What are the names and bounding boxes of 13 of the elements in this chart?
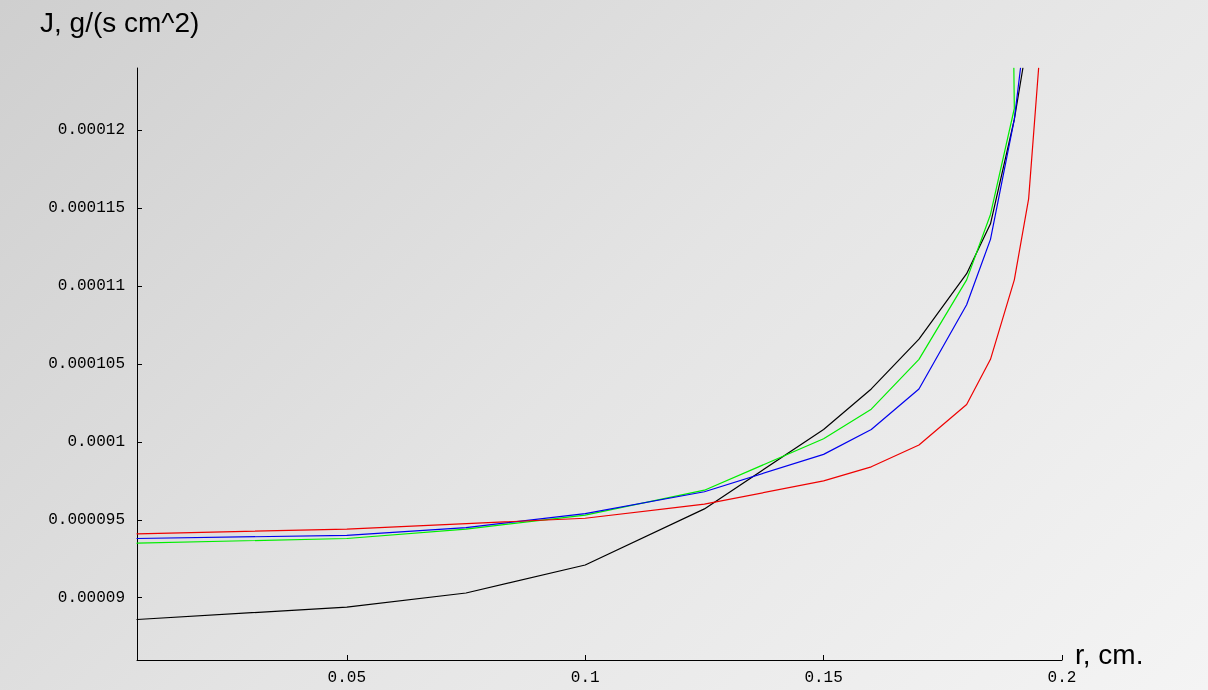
- y-tick-label: 0.00012: [57, 121, 125, 140]
- y-tick-label: 0.000115: [48, 199, 125, 218]
- y-tick-label: 0.000095: [48, 510, 125, 529]
- x-tick-label: 0.1: [570, 669, 600, 687]
- y-tick-label: 0.00011: [57, 277, 125, 296]
- x-tick-label: 0.2: [1047, 669, 1077, 687]
- y-tick-label: 0.0001: [67, 432, 125, 451]
- y-tick-label: 0.00009: [57, 588, 125, 607]
- y-axis-title: J, g/(s cm^2): [40, 6, 200, 38]
- x-tick-label: 0.15: [804, 669, 843, 687]
- x-axis-title: r, cm.: [1075, 638, 1144, 670]
- x-tick-label: 0.05: [327, 669, 366, 687]
- y-tick-label: 0.000105: [48, 355, 125, 373]
